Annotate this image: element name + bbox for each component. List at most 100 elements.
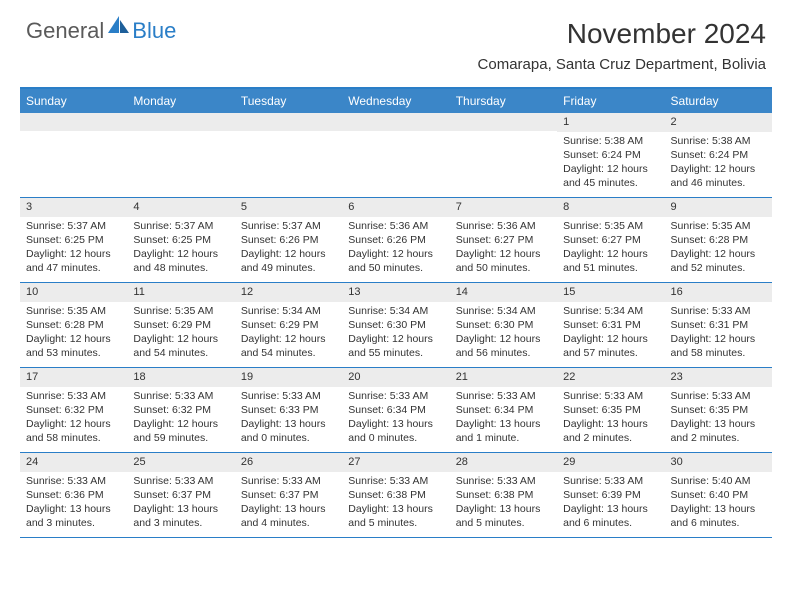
daylight-text: Daylight: 12 hours and 55 minutes. — [348, 332, 443, 360]
day-cell: 16Sunrise: 5:33 AMSunset: 6:31 PMDayligh… — [665, 283, 772, 367]
day-number: 1 — [557, 113, 664, 132]
day-cell: 2Sunrise: 5:38 AMSunset: 6:24 PMDaylight… — [665, 113, 772, 197]
day-cell: 18Sunrise: 5:33 AMSunset: 6:32 PMDayligh… — [127, 368, 234, 452]
page-title: November 2024 — [478, 18, 766, 50]
sunset-text: Sunset: 6:28 PM — [671, 233, 766, 247]
weekday-header: Saturday — [665, 89, 772, 113]
day-cell: 26Sunrise: 5:33 AMSunset: 6:37 PMDayligh… — [235, 453, 342, 537]
day-number — [342, 113, 449, 131]
day-body: Sunrise: 5:33 AMSunset: 6:34 PMDaylight:… — [342, 387, 449, 452]
sunset-text: Sunset: 6:39 PM — [563, 488, 658, 502]
sunrise-text: Sunrise: 5:33 AM — [671, 304, 766, 318]
brand-text-general: General — [26, 18, 104, 44]
daylight-text: Daylight: 12 hours and 59 minutes. — [133, 417, 228, 445]
day-cell: 14Sunrise: 5:34 AMSunset: 6:30 PMDayligh… — [450, 283, 557, 367]
day-number: 14 — [450, 283, 557, 302]
brand-text-blue: Blue — [132, 18, 176, 44]
weekday-header-row: Sunday Monday Tuesday Wednesday Thursday… — [20, 89, 772, 113]
sunset-text: Sunset: 6:27 PM — [563, 233, 658, 247]
day-cell: 20Sunrise: 5:33 AMSunset: 6:34 PMDayligh… — [342, 368, 449, 452]
sunrise-text: Sunrise: 5:36 AM — [348, 219, 443, 233]
day-body: Sunrise: 5:33 AMSunset: 6:36 PMDaylight:… — [20, 472, 127, 537]
sunset-text: Sunset: 6:30 PM — [456, 318, 551, 332]
sunset-text: Sunset: 6:31 PM — [563, 318, 658, 332]
daylight-text: Daylight: 12 hours and 46 minutes. — [671, 162, 766, 190]
day-cell: 24Sunrise: 5:33 AMSunset: 6:36 PMDayligh… — [20, 453, 127, 537]
sunrise-text: Sunrise: 5:33 AM — [456, 389, 551, 403]
sunrise-text: Sunrise: 5:33 AM — [26, 389, 121, 403]
daylight-text: Daylight: 12 hours and 51 minutes. — [563, 247, 658, 275]
daylight-text: Daylight: 13 hours and 6 minutes. — [671, 502, 766, 530]
day-body: Sunrise: 5:38 AMSunset: 6:24 PMDaylight:… — [665, 132, 772, 197]
day-cell: 25Sunrise: 5:33 AMSunset: 6:37 PMDayligh… — [127, 453, 234, 537]
daylight-text: Daylight: 13 hours and 3 minutes. — [26, 502, 121, 530]
day-number: 23 — [665, 368, 772, 387]
daylight-text: Daylight: 12 hours and 48 minutes. — [133, 247, 228, 275]
day-body: Sunrise: 5:35 AMSunset: 6:27 PMDaylight:… — [557, 217, 664, 282]
sunset-text: Sunset: 6:36 PM — [26, 488, 121, 502]
sunset-text: Sunset: 6:38 PM — [348, 488, 443, 502]
day-number: 17 — [20, 368, 127, 387]
day-number: 8 — [557, 198, 664, 217]
daylight-text: Daylight: 12 hours and 57 minutes. — [563, 332, 658, 360]
day-number: 12 — [235, 283, 342, 302]
day-body: Sunrise: 5:33 AMSunset: 6:32 PMDaylight:… — [20, 387, 127, 452]
day-number: 10 — [20, 283, 127, 302]
day-number: 15 — [557, 283, 664, 302]
day-cell: 23Sunrise: 5:33 AMSunset: 6:35 PMDayligh… — [665, 368, 772, 452]
day-body: Sunrise: 5:34 AMSunset: 6:31 PMDaylight:… — [557, 302, 664, 367]
sunrise-text: Sunrise: 5:35 AM — [133, 304, 228, 318]
day-number: 21 — [450, 368, 557, 387]
day-cell: 27Sunrise: 5:33 AMSunset: 6:38 PMDayligh… — [342, 453, 449, 537]
sunset-text: Sunset: 6:40 PM — [671, 488, 766, 502]
day-body: Sunrise: 5:33 AMSunset: 6:35 PMDaylight:… — [665, 387, 772, 452]
day-cell: 28Sunrise: 5:33 AMSunset: 6:38 PMDayligh… — [450, 453, 557, 537]
day-body: Sunrise: 5:40 AMSunset: 6:40 PMDaylight:… — [665, 472, 772, 537]
day-cell — [450, 113, 557, 197]
daylight-text: Daylight: 13 hours and 3 minutes. — [133, 502, 228, 530]
sunrise-text: Sunrise: 5:33 AM — [241, 389, 336, 403]
daylight-text: Daylight: 13 hours and 4 minutes. — [241, 502, 336, 530]
day-number: 29 — [557, 453, 664, 472]
day-body: Sunrise: 5:37 AMSunset: 6:25 PMDaylight:… — [127, 217, 234, 282]
daylight-text: Daylight: 12 hours and 49 minutes. — [241, 247, 336, 275]
sunset-text: Sunset: 6:26 PM — [348, 233, 443, 247]
sunrise-text: Sunrise: 5:33 AM — [26, 474, 121, 488]
day-cell: 8Sunrise: 5:35 AMSunset: 6:27 PMDaylight… — [557, 198, 664, 282]
day-number: 2 — [665, 113, 772, 132]
sunset-text: Sunset: 6:37 PM — [133, 488, 228, 502]
daylight-text: Daylight: 13 hours and 0 minutes. — [241, 417, 336, 445]
day-body: Sunrise: 5:35 AMSunset: 6:28 PMDaylight:… — [20, 302, 127, 367]
day-number: 9 — [665, 198, 772, 217]
day-cell — [20, 113, 127, 197]
day-cell: 29Sunrise: 5:33 AMSunset: 6:39 PMDayligh… — [557, 453, 664, 537]
day-cell: 5Sunrise: 5:37 AMSunset: 6:26 PMDaylight… — [235, 198, 342, 282]
sunrise-text: Sunrise: 5:35 AM — [671, 219, 766, 233]
day-body: Sunrise: 5:33 AMSunset: 6:38 PMDaylight:… — [342, 472, 449, 537]
brand-sail-icon — [108, 16, 130, 34]
day-number: 16 — [665, 283, 772, 302]
sunrise-text: Sunrise: 5:36 AM — [456, 219, 551, 233]
daylight-text: Daylight: 12 hours and 45 minutes. — [563, 162, 658, 190]
daylight-text: Daylight: 13 hours and 5 minutes. — [348, 502, 443, 530]
day-number: 18 — [127, 368, 234, 387]
sunrise-text: Sunrise: 5:33 AM — [348, 389, 443, 403]
location-subtitle: Comarapa, Santa Cruz Department, Bolivia — [478, 56, 766, 73]
day-cell — [235, 113, 342, 197]
sunset-text: Sunset: 6:27 PM — [456, 233, 551, 247]
day-cell — [127, 113, 234, 197]
sunset-text: Sunset: 6:24 PM — [563, 148, 658, 162]
sunrise-text: Sunrise: 5:34 AM — [456, 304, 551, 318]
day-number: 13 — [342, 283, 449, 302]
daylight-text: Daylight: 13 hours and 1 minute. — [456, 417, 551, 445]
sunset-text: Sunset: 6:32 PM — [133, 403, 228, 417]
sunrise-text: Sunrise: 5:33 AM — [563, 389, 658, 403]
daylight-text: Daylight: 12 hours and 53 minutes. — [26, 332, 121, 360]
daylight-text: Daylight: 12 hours and 50 minutes. — [456, 247, 551, 275]
day-body: Sunrise: 5:37 AMSunset: 6:26 PMDaylight:… — [235, 217, 342, 282]
day-cell: 17Sunrise: 5:33 AMSunset: 6:32 PMDayligh… — [20, 368, 127, 452]
sunrise-text: Sunrise: 5:34 AM — [348, 304, 443, 318]
daylight-text: Daylight: 13 hours and 0 minutes. — [348, 417, 443, 445]
sunrise-text: Sunrise: 5:33 AM — [671, 389, 766, 403]
daylight-text: Daylight: 13 hours and 2 minutes. — [563, 417, 658, 445]
